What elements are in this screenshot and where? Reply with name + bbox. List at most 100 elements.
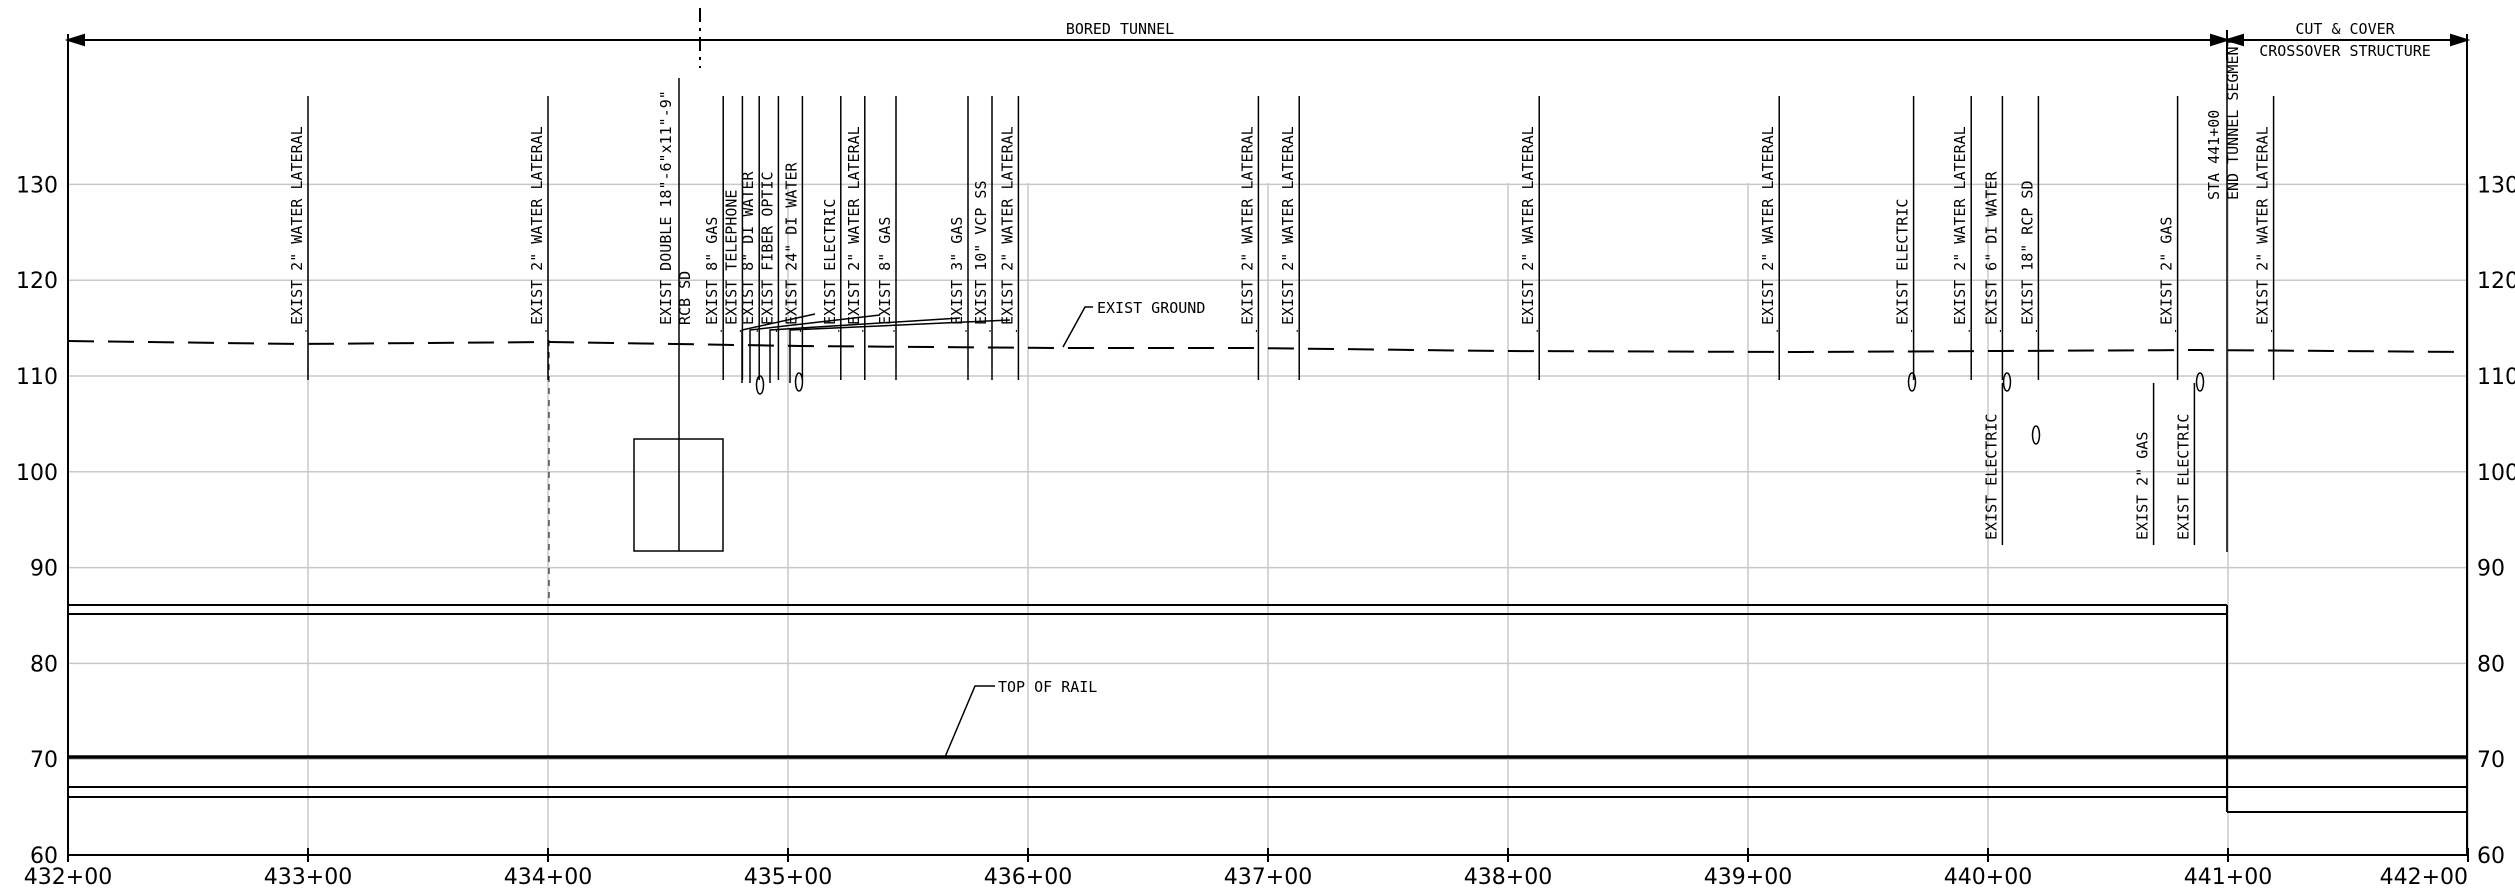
utilities: EXIST 2" WATER LATERAL EXIST 2" WATER LAT… — [288, 96, 2275, 545]
bored-tunnel-title: BORED TUNNEL — [1066, 20, 1174, 38]
utility-11: EXIST 10" VCP SS — [972, 96, 993, 380]
station-label: 441+00 — [2184, 865, 2272, 889]
cut-cover-title: CUT & COVER — [2295, 20, 2395, 38]
utility-label: EXIST 2" WATER LATERAL — [998, 126, 1016, 325]
utility-label: EXIST 2" WATER LATERAL — [1951, 126, 1969, 325]
utility-label: EXIST 2" WATER LATERAL — [845, 126, 863, 325]
exist-ground-line — [67, 340, 2468, 354]
utility-label: EXIST 10" VCP SS — [972, 181, 990, 326]
elev-label-right: 80 — [2477, 652, 2505, 677]
utility-0: EXIST 2" WATER LATERAL — [288, 96, 309, 380]
utility-4: EXIST 8" DI WATER — [739, 96, 760, 380]
utility-5: EXIST FIBER OPTIC — [758, 96, 780, 380]
station-label: 439+00 — [1704, 865, 1792, 889]
utility-label: EXIST 18" RCP SD — [2018, 181, 2036, 326]
utility-label: EXIST 6" DI WATER — [1982, 171, 2000, 325]
station-label: 440+00 — [1944, 865, 2032, 889]
utility-label: EXIST ELECTRIC — [1982, 414, 2000, 540]
utility-label: EXIST TELEPHONE — [722, 190, 740, 325]
utility-13: EXIST 2" WATER LATERAL — [1238, 96, 1260, 380]
pipe-section — [2002, 372, 2012, 392]
top-of-rail-label: TOP OF RAIL — [998, 678, 1097, 696]
utility-label: EXIST 2" WATER LATERAL — [1279, 126, 1297, 325]
utility-2: EXIST 8" GAS — [703, 96, 724, 380]
elev-label-left: 70 — [30, 748, 58, 773]
utility-9: EXIST 8" GAS — [876, 96, 897, 380]
utility-17: EXIST ELECTRIC — [1894, 96, 1915, 380]
end-tunnel-label: END TUNNEL SEGMENT — [2224, 37, 2242, 200]
grid — [67, 183, 2469, 856]
station-axis: 432+00 433+00 434+00 435+00 436+00 437+00 438+… — [24, 848, 2469, 889]
utility-label: EXIST 8" DI WATER — [739, 171, 757, 325]
pipe-section — [1907, 372, 1917, 392]
elev-label-right: 130 — [2477, 173, 2515, 198]
elev-label-left: 60 — [30, 844, 58, 869]
utility-label: EXIST 8" GAS — [876, 217, 894, 325]
station-label: 438+00 — [1464, 865, 1552, 889]
elev-label-right: 70 — [2477, 748, 2505, 773]
station-label: 435+00 — [744, 865, 832, 889]
elev-label-left: 120 — [16, 269, 58, 294]
station-label: 433+00 — [264, 865, 352, 889]
utility-20: EXIST 18" RCP SD — [2018, 96, 2040, 380]
utility-8: EXIST 2" WATER LATERAL — [845, 96, 866, 380]
utility-label: EXIST 2" WATER LATERAL — [288, 126, 306, 325]
elev-label-right: 100 — [2477, 461, 2515, 486]
station-label: 436+00 — [984, 865, 1072, 889]
elev-label-left: 110 — [16, 365, 58, 390]
elev-label-right: 90 — [2477, 557, 2505, 582]
utility-label: EXIST 2" WATER LATERAL — [1759, 126, 1777, 325]
utility-10: EXIST 3" GAS — [948, 96, 969, 380]
utility-15: EXIST 2" WATER LATERAL — [1519, 96, 1540, 380]
utility-label: EXIST 24" DI WATER — [782, 161, 800, 325]
utility-label: EXIST 2" WATER LATERAL — [1519, 126, 1537, 325]
utility-25: EXIST ELECTRIC — [2174, 383, 2196, 545]
pipe-section — [2031, 425, 2041, 445]
utility-21: EXIST 2" GAS — [2158, 96, 2179, 380]
elev-label-left: 130 — [16, 173, 58, 198]
utility-12: EXIST 2" WATER LATERAL — [998, 96, 1020, 380]
elev-label-left: 100 — [16, 461, 58, 486]
utility-22: EXIST 2" WATER LATERAL — [2254, 96, 2275, 380]
utility-label: EXIST 2" WATER LATERAL — [528, 126, 546, 325]
utility-19: EXIST 6" DI WATER — [1982, 96, 2004, 380]
elevation-axis-left: 130 120 110 100 90 80 70 60 — [16, 173, 58, 869]
exist-ground-label: EXIST GROUND — [1097, 299, 1205, 317]
utility-16: EXIST 2" WATER LATERAL — [1759, 96, 1780, 380]
callouts — [741, 306, 1093, 758]
elev-label-right: 110 — [2477, 365, 2515, 390]
utility-label: EXIST 2" WATER LATERAL — [2254, 126, 2272, 325]
utility-label: EXIST FIBER OPTIC — [758, 171, 776, 325]
rcb-label-line1: EXIST DOUBLE 18"-6"x11"-9" — [657, 90, 675, 325]
elevation-axis-right: 130 120 110 100 90 80 70 60 — [2477, 173, 2515, 869]
elev-label-right: 120 — [2477, 269, 2515, 294]
utility-label: EXIST ELECTRIC — [2174, 414, 2192, 540]
utility-label: EXIST ELECTRIC — [821, 199, 839, 325]
utility-7: EXIST ELECTRIC — [821, 96, 842, 380]
crossover-structure-title: CROSSOVER STRUCTURE — [2259, 42, 2431, 60]
utility-23: EXIST ELECTRIC — [1982, 383, 2004, 545]
rcb-box — [633, 78, 724, 552]
rcb-label-line2: RCB SD — [676, 271, 694, 325]
pipe-section — [2195, 372, 2205, 392]
utility-label: EXIST 2" GAS — [2134, 432, 2152, 540]
utility-label: EXIST ELECTRIC — [1894, 199, 1912, 325]
pipe-section — [755, 375, 765, 395]
sta-label: STA 441+00 — [2205, 110, 2223, 200]
station-label: 432+00 — [24, 865, 112, 889]
pipe-section — [794, 372, 804, 392]
station-label: 442+00 — [2380, 865, 2468, 889]
utility-label: EXIST 2" WATER LATERAL — [1238, 126, 1256, 325]
utility-24: EXIST 2" GAS — [2134, 383, 2155, 545]
station-label: 434+00 — [504, 865, 592, 889]
utility-18: EXIST 2" WATER LATERAL — [1951, 96, 1972, 380]
utility-label: EXIST 8" GAS — [703, 217, 721, 325]
elev-label-right: 60 — [2477, 844, 2505, 869]
station-label: 437+00 — [1224, 865, 1312, 889]
tunnel-structure — [68, 60, 2467, 813]
utility-1: EXIST 2" WATER LATERAL — [528, 96, 549, 380]
elev-label-left: 80 — [30, 652, 58, 677]
utility-label: EXIST 3" GAS — [948, 217, 966, 325]
utility-14: EXIST 2" WATER LATERAL — [1279, 96, 1300, 380]
